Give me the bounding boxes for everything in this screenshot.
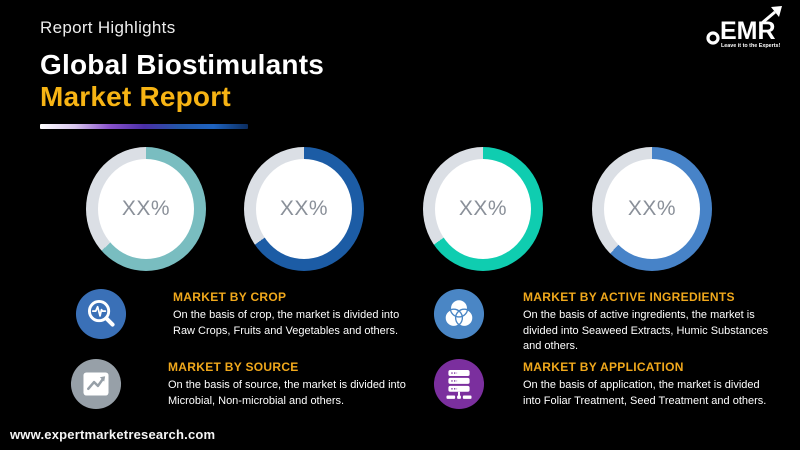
donut-3-center: XX% bbox=[435, 159, 531, 259]
donut-2-center: XX% bbox=[256, 159, 352, 259]
section-title-crop: MARKET BY CROP bbox=[173, 290, 287, 304]
report-header: Report Highlights Global Biostimulants M… bbox=[40, 18, 324, 129]
section-title-application: MARKET BY APPLICATION bbox=[523, 360, 684, 374]
donut-1-center: XX% bbox=[98, 159, 194, 259]
section-text-application: MARKET BY APPLICATION On the basis of ap… bbox=[523, 358, 775, 409]
section-title-source: MARKET BY SOURCE bbox=[168, 360, 299, 374]
donut-chart-1: XX% bbox=[86, 147, 206, 271]
donut-chart-4: XX% bbox=[592, 147, 712, 271]
section-body-application: On the basis of application, the market … bbox=[523, 379, 767, 407]
donut-4-center: XX% bbox=[604, 159, 700, 259]
page-title-accent: Market Report bbox=[40, 81, 231, 113]
donut-chart-3: XX% bbox=[423, 147, 543, 271]
section-text-crop: MARKET BY CROP On the basis of crop, the… bbox=[173, 288, 408, 339]
emr-logo: EMR Leave it to the Experts! bbox=[706, 6, 782, 49]
section-market-by-active-ingredients: MARKET BY ACTIVE INGREDIENTS On the basi… bbox=[433, 288, 778, 355]
section-body-crop: On the basis of crop, the market is divi… bbox=[173, 309, 400, 337]
page-title: Global Biostimulants Market Report bbox=[40, 49, 324, 114]
section-market-by-crop: MARKET BY CROP On the basis of crop, the… bbox=[75, 288, 408, 340]
donut-2-value: XX% bbox=[279, 197, 329, 220]
title-underline-gradient bbox=[40, 123, 248, 129]
section-market-by-application: MARKET BY APPLICATION On the basis of ap… bbox=[433, 358, 778, 410]
logo-circle-icon bbox=[706, 31, 720, 45]
donut-1-value: XX% bbox=[121, 197, 171, 220]
section-text-source: MARKET BY SOURCE On the basis of source,… bbox=[168, 358, 406, 409]
donut-4-value: XX% bbox=[627, 197, 677, 220]
section-body-source: On the basis of source, the market is di… bbox=[168, 379, 406, 407]
page-title-line1: Global Biostimulants bbox=[40, 49, 325, 80]
logo-tagline: Leave it to the Experts! bbox=[721, 43, 781, 49]
donut-chart-2: XX% bbox=[244, 147, 364, 271]
section-title-active-ingredients: MARKET BY ACTIVE INGREDIENTS bbox=[523, 290, 735, 304]
logo-arrowhead-icon bbox=[771, 6, 782, 17]
venn-circles-icon bbox=[433, 288, 485, 340]
chart-image-icon bbox=[70, 358, 122, 410]
eyebrow-text: Report Highlights bbox=[40, 18, 176, 37]
logo-arrow-line bbox=[761, 10, 776, 25]
website-url: www.expertmarketresearch.com bbox=[10, 427, 216, 442]
logo-text: EMR bbox=[720, 17, 776, 45]
section-market-by-source: MARKET BY SOURCE On the basis of source,… bbox=[70, 358, 408, 410]
server-stack-icon bbox=[433, 358, 485, 410]
donut-3-value: XX% bbox=[458, 197, 508, 220]
section-body-active-ingredients: On the basis of active ingredients, the … bbox=[523, 309, 769, 353]
section-text-active-ingredients: MARKET BY ACTIVE INGREDIENTS On the basi… bbox=[523, 288, 775, 355]
magnifier-pulse-icon bbox=[75, 288, 127, 340]
